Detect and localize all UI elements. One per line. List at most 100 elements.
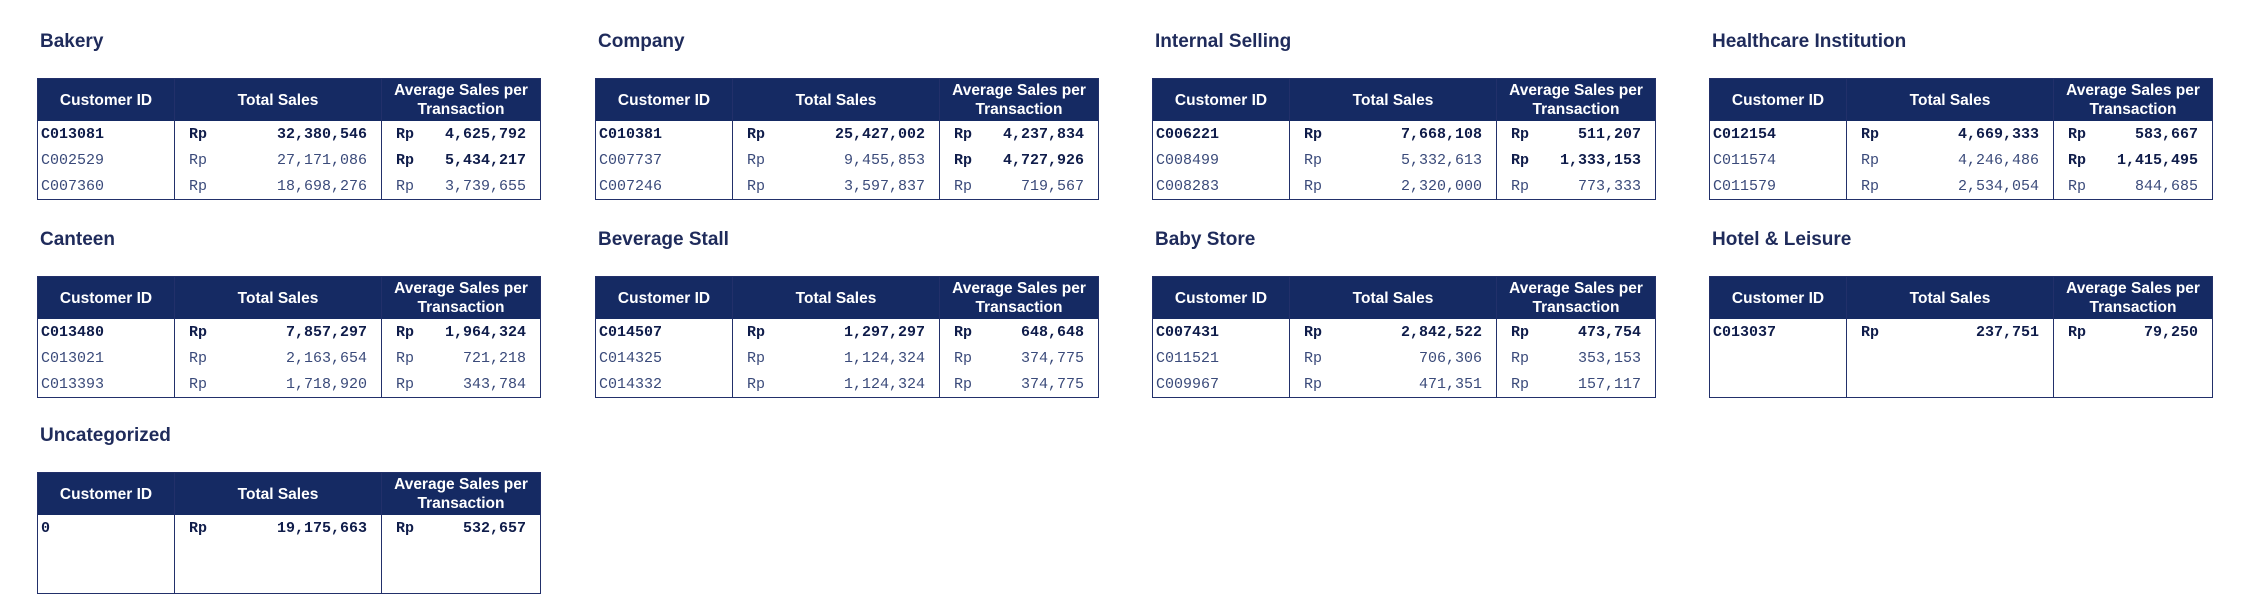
table-row: C013081 Rp 32,380,546 Rp 4,625,792 [38,121,541,147]
currency-label: Rp [189,177,208,195]
currency-label: Rp [747,177,766,195]
customer-id-cell: C012154 [1713,125,1777,143]
customer-id-cell: C013037 [1713,323,1777,341]
header-row: Customer ID Total Sales Average Sales per … [595,276,1099,319]
avg-sales-cell: Rp 157,117 [1496,371,1656,398]
avg-sales-cell: Rp 1,333,153 [1496,147,1656,173]
currency-label: Rp [1304,323,1323,341]
table-row: C007431 Rp 2,842,522 Rp 473,754 [1153,319,1656,345]
avg-sales-value: 844,685 [2134,177,2198,195]
table-row: C010381 Rp 25,427,002 Rp 4,237,834 [596,121,1099,147]
header-avg-sales: Average Sales per Transaction [1496,276,1656,319]
currency-label: Rp [2068,125,2087,143]
header-total-sales: Total Sales [1846,78,2054,121]
table-row: C013037 Rp 237,751 Rp 79,250 [1710,319,2213,345]
header-avg-sales: Average Sales per Transaction [1496,78,1656,121]
currency-label: Rp [747,349,766,367]
header-total-sales: Total Sales [1289,276,1497,319]
header-total-sales: Total Sales [174,276,382,319]
currency-label: Rp [2068,151,2087,169]
avg-sales-cell: Rp 511,207 [1496,121,1656,147]
panel-title: Beverage Stall [598,229,729,250]
header-row: Customer ID Total Sales Average Sales per … [37,78,541,121]
table-row: C006221 Rp 7,668,108 Rp 511,207 [1153,121,1656,147]
customer-id-cell: C010381 [599,125,663,143]
avg-sales-cell: Rp 1,964,324 [381,319,541,345]
avg-sales-cell: Rp 583,667 [2053,121,2213,147]
total-sales-cell: Rp 7,857,297 [174,319,382,345]
currency-label: Rp [189,349,208,367]
sales-table: Customer ID Total Sales Average Sales per … [37,276,541,398]
currency-label: Rp [189,125,208,143]
header-customer-id: Customer ID [1709,78,1847,121]
avg-sales-value: 721,218 [462,349,526,367]
table-row: C002529 Rp 27,171,086 Rp 5,434,217 [38,147,541,173]
empty-cell [2053,345,2213,398]
avg-sales-cell: Rp 721,218 [381,345,541,371]
table-row: C013480 Rp 7,857,297 Rp 1,964,324 [38,319,541,345]
panel-title: Hotel & Leisure [1712,229,1852,250]
avg-sales-cell: Rp 473,754 [1496,319,1656,345]
header-customer-id: Customer ID [37,276,175,319]
header-customer-id: Customer ID [37,472,175,515]
sales-table: Customer ID Total Sales Average Sales per … [1152,78,1656,200]
total-sales-value: 9,455,853 [843,151,925,169]
currency-label: Rp [1304,177,1323,195]
currency-label: Rp [396,519,415,537]
header-customer-id: Customer ID [37,78,175,121]
currency-label: Rp [396,177,415,195]
avg-sales-cell: Rp 844,685 [2053,173,2213,200]
total-sales-cell: Rp 1,124,324 [732,371,940,398]
total-sales-cell: Rp 4,669,333 [1846,121,2054,147]
header-row: Customer ID Total Sales Average Sales per … [37,276,541,319]
currency-label: Rp [396,375,415,393]
currency-label: Rp [1511,177,1530,195]
customer-id-cell: C011521 [1156,349,1220,367]
empty-cell [1710,345,1847,398]
customer-id-cell: C013081 [41,125,105,143]
currency-label: Rp [1511,375,1530,393]
header-total-sales: Total Sales [174,78,382,121]
total-sales-cell: Rp 7,668,108 [1289,121,1497,147]
header-row: Customer ID Total Sales Average Sales per … [1152,276,1656,319]
total-sales-value: 25,427,002 [834,125,925,143]
customer-id-cell: C008283 [1156,177,1220,195]
customer-id-cell: C014325 [599,349,663,367]
panel-title: Uncategorized [40,425,171,446]
header-row: Customer ID Total Sales Average Sales per … [37,472,541,515]
currency-label: Rp [1861,177,1880,195]
customer-id-cell: C011579 [1713,177,1777,195]
header-total-sales: Total Sales [174,472,382,515]
avg-sales-value: 719,567 [1020,177,1084,195]
total-sales-value: 237,751 [1975,323,2039,341]
total-sales-cell: Rp 1,718,920 [174,371,382,398]
table-row: C008499 Rp 5,332,613 Rp 1,333,153 [1153,147,1656,173]
table-row: C012154 Rp 4,669,333 Rp 583,667 [1710,121,2213,147]
avg-sales-value: 1,333,153 [1559,151,1641,169]
header-customer-id: Customer ID [1709,276,1847,319]
currency-label: Rp [954,125,973,143]
sales-table: Customer ID Total Sales Average Sales per … [595,78,1099,200]
customer-id-cell: C013021 [41,349,105,367]
total-sales-cell: Rp 25,427,002 [732,121,940,147]
panel-title: Internal Selling [1155,31,1292,52]
avg-sales-value: 5,434,217 [444,151,526,169]
table-row: C007737 Rp 9,455,853 Rp 4,727,926 [596,147,1099,173]
total-sales-value: 5,332,613 [1400,151,1482,169]
currency-label: Rp [189,151,208,169]
avg-sales-value: 1,415,495 [2116,151,2198,169]
avg-sales-value: 648,648 [1020,323,1084,341]
total-sales-value: 1,718,920 [285,375,367,393]
avg-sales-value: 511,207 [1577,125,1641,143]
avg-sales-value: 343,784 [462,375,526,393]
total-sales-cell: Rp 27,171,086 [174,147,382,173]
avg-sales-cell: Rp 648,648 [939,319,1099,345]
avg-sales-value: 4,237,834 [1002,125,1084,143]
avg-sales-value: 1,964,324 [444,323,526,341]
total-sales-value: 27,171,086 [276,151,367,169]
avg-sales-cell: Rp 343,784 [381,371,541,398]
customer-id-cell: C009967 [1156,375,1220,393]
table-row: C013393 Rp 1,718,920 Rp 343,784 [38,371,541,398]
table-row: C011579 Rp 2,534,054 Rp 844,685 [1710,173,2213,200]
customer-id-cell: C007737 [599,151,663,169]
